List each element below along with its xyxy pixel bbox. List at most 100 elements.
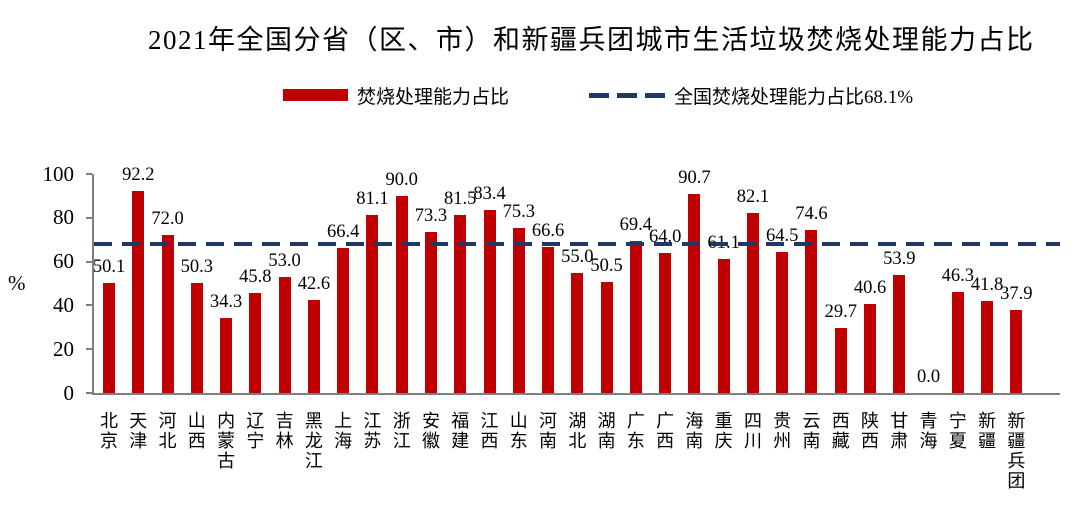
y-axis-title: % bbox=[8, 271, 26, 295]
y-tick-mark bbox=[86, 304, 92, 307]
bar-新疆兵团 bbox=[1010, 309, 1023, 393]
x-category-label: 河 南 bbox=[539, 411, 558, 451]
bar-value-label: 50.3 bbox=[180, 256, 213, 277]
bar-安徽 bbox=[424, 232, 437, 393]
bar-value-label: 46.3 bbox=[941, 265, 975, 286]
bar-陕西 bbox=[864, 304, 877, 393]
x-category-label: 重 庆 bbox=[714, 411, 733, 451]
x-category-label: 甘 肃 bbox=[890, 411, 909, 451]
bar-浙江 bbox=[395, 195, 408, 393]
bar-湖北 bbox=[571, 272, 584, 393]
x-category-label: 河 北 bbox=[158, 411, 177, 451]
bar-value-label: 34.3 bbox=[209, 291, 243, 312]
x-category-label: 湖 南 bbox=[597, 411, 616, 451]
bar-湖南 bbox=[600, 282, 613, 393]
x-category-label: 西 藏 bbox=[831, 411, 850, 451]
x-category-label: 云 南 bbox=[802, 411, 821, 451]
x-category-label: 四 川 bbox=[743, 411, 762, 451]
bar-value-label: 66.4 bbox=[326, 221, 360, 242]
x-category-label: 天 津 bbox=[129, 411, 148, 451]
bar-value-label: 53.9 bbox=[883, 248, 916, 269]
bar-value-label: 64.0 bbox=[648, 226, 682, 247]
bar-value-label: 75.3 bbox=[502, 202, 535, 223]
bar-海南 bbox=[688, 194, 701, 393]
legend-line-label: 全国焚烧处理能力占比68.1% bbox=[674, 86, 914, 108]
bar-山西 bbox=[190, 282, 203, 393]
x-category-label: 北 京 bbox=[100, 411, 118, 451]
x-category-label: 内 蒙 古 bbox=[217, 411, 236, 471]
x-category-label: 江 苏 bbox=[363, 411, 382, 451]
bar-甘肃 bbox=[893, 274, 906, 393]
bar-value-label: 50.5 bbox=[590, 256, 623, 277]
bar-value-label: 50.1 bbox=[92, 257, 126, 278]
x-category-label: 陕 西 bbox=[861, 411, 880, 451]
bar-value-label: 74.6 bbox=[795, 203, 828, 224]
bar-新疆 bbox=[981, 301, 994, 393]
y-tick-label: 20 bbox=[53, 336, 74, 361]
bar-辽宁 bbox=[249, 292, 262, 393]
bar-value-label: 81.1 bbox=[356, 189, 389, 210]
y-tick-label: 40 bbox=[53, 292, 74, 317]
x-category-label: 贵 州 bbox=[773, 411, 792, 451]
bar-黑龙江 bbox=[307, 299, 320, 393]
reference-line bbox=[94, 241, 1060, 246]
bar-山东 bbox=[512, 228, 525, 393]
y-tick-mark bbox=[86, 173, 92, 175]
bar-value-label: 41.8 bbox=[970, 275, 1004, 296]
x-axis-line bbox=[92, 393, 1060, 395]
bar-重庆 bbox=[717, 259, 730, 393]
legend-item-reference-line: 全国焚烧处理能力占比68.1% bbox=[589, 82, 913, 109]
x-category-label: 宁 夏 bbox=[948, 411, 967, 451]
bar-value-label: 64.5 bbox=[766, 225, 799, 246]
bar-value-label: 42.6 bbox=[297, 273, 331, 294]
y-tick-label: 60 bbox=[53, 249, 74, 274]
bar-西藏 bbox=[834, 327, 847, 393]
x-category-label: 海 南 bbox=[685, 411, 704, 451]
legend-dash-swatch-icon bbox=[589, 92, 666, 98]
y-tick-label: 0 bbox=[63, 380, 75, 405]
x-category-label: 浙 江 bbox=[392, 411, 411, 451]
x-category-label: 山 西 bbox=[187, 411, 206, 451]
bar-云南 bbox=[805, 229, 818, 393]
bar-河北 bbox=[161, 235, 174, 393]
x-category-label: 新 疆 兵 团 bbox=[1007, 411, 1026, 491]
x-category-label: 黑 龙 江 bbox=[304, 411, 323, 471]
bar-value-label: 72.0 bbox=[151, 209, 184, 230]
y-tick-label: 100 bbox=[42, 161, 75, 186]
bar-value-label: 66.6 bbox=[531, 221, 565, 242]
x-category-label: 青 海 bbox=[919, 411, 938, 451]
bar-上海 bbox=[337, 247, 350, 393]
x-category-label: 吉 林 bbox=[275, 411, 294, 451]
bar-value-label: 0.0 bbox=[916, 367, 941, 387]
x-category-label: 福 建 bbox=[451, 411, 470, 451]
x-category-label: 江 西 bbox=[480, 411, 499, 451]
bar-江苏 bbox=[366, 215, 379, 393]
bar-河南 bbox=[542, 247, 555, 393]
bar-value-label: 45.8 bbox=[239, 266, 272, 287]
bar-福建 bbox=[454, 214, 467, 393]
x-category-label: 辽 宁 bbox=[246, 411, 265, 451]
bar-value-label: 82.1 bbox=[736, 187, 770, 208]
bar-贵州 bbox=[776, 251, 789, 393]
y-axis-line bbox=[92, 174, 94, 394]
bar-北京 bbox=[103, 283, 115, 393]
x-category-label: 新 疆 bbox=[978, 411, 997, 451]
bar-宁夏 bbox=[951, 291, 964, 393]
bar-value-label: 29.7 bbox=[824, 301, 857, 322]
legend-bar-label: 焚烧处理能力占比 bbox=[357, 86, 510, 108]
x-category-label: 广 东 bbox=[626, 411, 645, 451]
legend-bar-swatch-icon bbox=[283, 89, 348, 101]
bar-value-label: 55.0 bbox=[561, 246, 594, 267]
bar-value-label: 90.0 bbox=[385, 169, 418, 190]
bar-内蒙古 bbox=[220, 317, 233, 393]
x-category-label: 湖 北 bbox=[568, 411, 587, 451]
y-tick-mark bbox=[86, 348, 92, 351]
bar-value-label: 73.3 bbox=[414, 206, 448, 227]
y-tick-mark bbox=[86, 216, 92, 219]
y-tick-mark bbox=[86, 260, 92, 263]
x-category-label: 山 东 bbox=[509, 411, 528, 451]
bar-广西 bbox=[659, 252, 672, 393]
y-tick-label: 80 bbox=[53, 205, 74, 230]
bar-value-label: 83.4 bbox=[473, 184, 506, 205]
